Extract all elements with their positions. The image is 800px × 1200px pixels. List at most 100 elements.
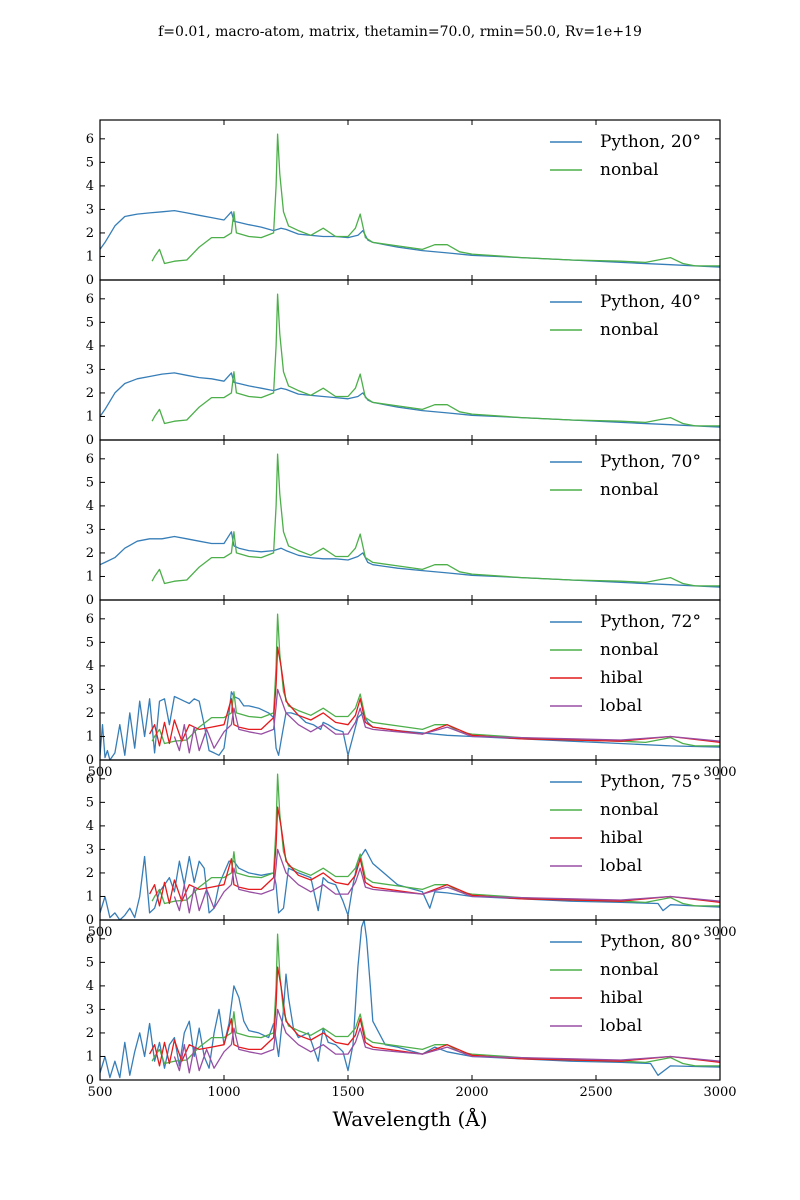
series-nonbal (151, 453, 720, 587)
y-tick-label: 0 (86, 913, 94, 928)
y-tick-label: 5 (86, 955, 94, 970)
series-lobal (173, 688, 720, 754)
y-tick-label: 6 (86, 772, 94, 787)
panel-3: 0 1 2 3 4 5 6 Python, 70° nonbal (86, 439, 721, 608)
legend-label-lobal: lobal (600, 856, 642, 876)
x-tick-label: 1500 (331, 1085, 364, 1100)
y-tick-label: 3 (86, 202, 94, 217)
legend-label-python: Python, 75° (600, 772, 701, 792)
y-tick-label: 0 (86, 593, 94, 608)
y-tick-label: 0 (86, 1073, 94, 1088)
legend-label-nonbal: nonbal (600, 640, 659, 660)
y-tick-label: 4 (86, 339, 94, 354)
y-tick-label: 1 (86, 569, 94, 584)
y-tick-label: 2 (86, 706, 94, 721)
panel-1: 0 1 2 3 4 5 6 Python, 20° nonbal (86, 119, 721, 288)
figure-title: f=0.01, macro-atom, matrix, thetamin=70.… (158, 24, 642, 40)
series-hibal (149, 806, 720, 907)
y-tick-label: 5 (86, 795, 94, 810)
y-tick-label: 4 (86, 819, 94, 834)
y-tick-label: 3 (86, 362, 94, 377)
series-python (100, 531, 720, 588)
y-tick-label: 5 (86, 635, 94, 650)
y-tick-label: 4 (86, 179, 94, 194)
legend-label-nonbal: nonbal (600, 960, 659, 980)
y-tick-label: 3 (86, 522, 94, 537)
legend-label-lobal: lobal (600, 696, 642, 716)
y-tick-label: 6 (86, 292, 94, 307)
y-tick-label: 3 (86, 682, 94, 697)
legend: Python, 70° nonbal (550, 452, 701, 500)
y-tick-label: 0 (86, 753, 94, 768)
y-tick-label: 2 (86, 226, 94, 241)
legend: Python, 75° nonbal hibal lobal (550, 772, 701, 876)
series-lines (100, 773, 720, 920)
legend-label-lobal: lobal (600, 1016, 642, 1036)
y-tick-label: 6 (86, 132, 94, 147)
y-tick-label: 5 (86, 155, 94, 170)
y-tick-label: 1 (86, 1049, 94, 1064)
series-lobal (173, 848, 720, 914)
series-lines (100, 920, 720, 1079)
series-python (100, 209, 720, 268)
legend: Python, 72° nonbal hibal lobal (550, 612, 701, 716)
legend-label-nonbal: nonbal (600, 800, 659, 820)
legend-label-hibal: hibal (600, 668, 643, 688)
legend-label-python: Python, 20° (600, 132, 701, 152)
series-lines (100, 453, 720, 588)
x-tick-label: 2500 (579, 1085, 612, 1100)
legend-label-python: Python, 70° (600, 452, 701, 472)
y-tick-label: 5 (86, 475, 94, 490)
series-lines (100, 613, 720, 760)
y-tick-label: 1 (86, 729, 94, 744)
y-tick-label: 2 (86, 1026, 94, 1041)
legend-label-python: Python, 80° (600, 932, 701, 952)
series-hibal (149, 966, 720, 1067)
legend: Python, 20° nonbal (550, 132, 701, 180)
y-tick-label: 3 (86, 1002, 94, 1017)
legend-label-hibal: hibal (600, 988, 643, 1008)
x-tick-label: 1000 (207, 1085, 240, 1100)
y-tick-label: 4 (86, 659, 94, 674)
y-tick-label: 6 (86, 612, 94, 627)
legend-label-hibal: hibal (600, 828, 643, 848)
y-tick-label: 0 (86, 273, 94, 288)
y-tick-label: 5 (86, 315, 94, 330)
series-nonbal (151, 293, 720, 427)
panel-2: 0 1 2 3 4 5 6 Python, 40° nonbal (86, 279, 721, 448)
x-tick-label: 500 (88, 1085, 113, 1100)
y-tick-label: 1 (86, 889, 94, 904)
y-tick-label: 1 (86, 249, 94, 264)
series-lines (100, 133, 720, 268)
y-tick-label: 2 (86, 386, 94, 401)
y-tick-label: 4 (86, 499, 94, 514)
series-python (100, 372, 720, 428)
series-lobal (173, 1008, 720, 1074)
series-python (100, 848, 720, 920)
y-tick-label: 3 (86, 842, 94, 857)
panels: 0 1 2 3 4 5 6 Python, 20° nonbal 0 1 2 3 4 5 6 Python, 4… (86, 119, 737, 1100)
series-nonbal (151, 133, 720, 267)
panel-6: 0 1 2 3 4 5 6 500 1000 1500 2000 2500 3000 Python, 80… (86, 919, 737, 1100)
legend-label-nonbal: nonbal (600, 160, 659, 180)
x-tick-label: 3000 (703, 1085, 736, 1100)
legend-label-python: Python, 40° (600, 292, 701, 312)
axes-frame (99, 919, 721, 1081)
legend-label-nonbal: nonbal (600, 480, 659, 500)
x-tick-label: 2000 (455, 1085, 488, 1100)
y-tick-label: 2 (86, 546, 94, 561)
series-lines (100, 293, 720, 428)
y-tick-label: 0 (86, 433, 94, 448)
legend-label-nonbal: nonbal (600, 320, 659, 340)
legend-label-python: Python, 72° (600, 612, 701, 632)
y-tick-label: 6 (86, 452, 94, 467)
legend: Python, 40° nonbal (550, 292, 701, 340)
y-tick-label: 1 (86, 409, 94, 424)
series-hibal (149, 646, 720, 747)
legend: Python, 80° nonbal hibal lobal (550, 932, 701, 1036)
y-tick-label: 4 (86, 979, 94, 994)
x-axis-label: Wavelength (Å) (332, 1106, 487, 1131)
